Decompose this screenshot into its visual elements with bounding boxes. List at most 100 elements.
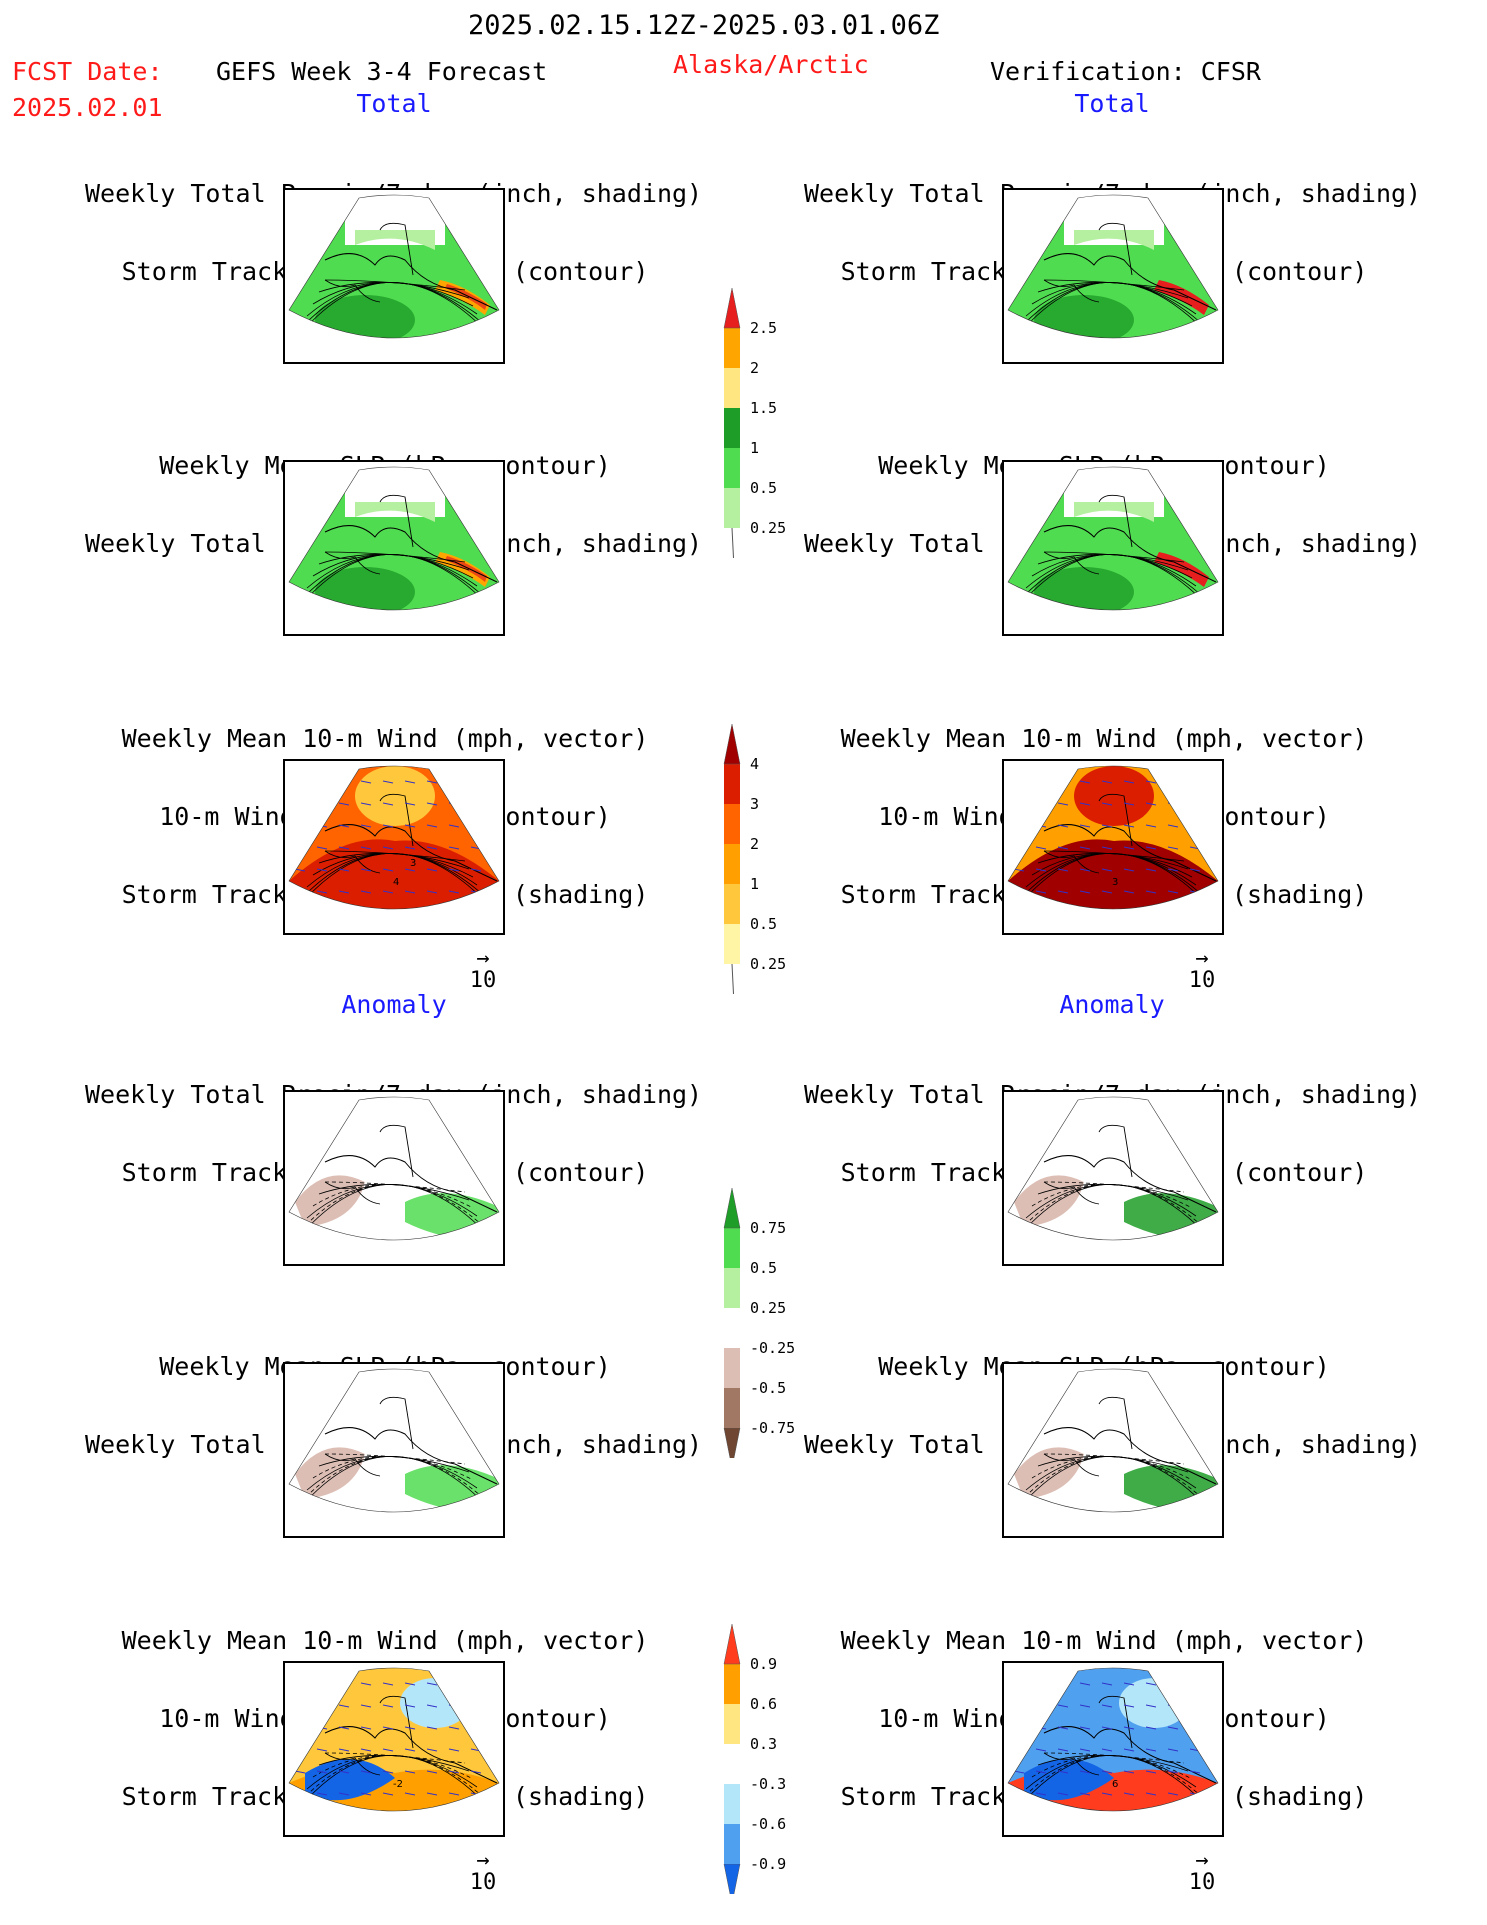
wind-vector <box>405 1815 415 1817</box>
contour-label: 4 <box>393 877 399 888</box>
colorbar-swatches <box>723 287 741 558</box>
wind-vector <box>426 1726 438 1730</box>
contour-line <box>324 551 466 563</box>
colorbar-tick-label: -0.25 <box>750 1339 796 1357</box>
coastline <box>1043 824 1217 882</box>
map-fcst-total-precip <box>283 188 505 364</box>
colorbar-tick-label: -0.9 <box>750 1855 787 1873</box>
wind-vector <box>1013 846 1025 850</box>
colorbar-tick-label: 1.5 <box>750 399 778 417</box>
wind-vector <box>1057 1726 1069 1730</box>
wind-vector <box>1013 1748 1025 1752</box>
wind-vector <box>492 868 499 872</box>
wind-vector <box>360 1704 372 1708</box>
wind-vector <box>1013 868 1025 872</box>
wind-vector <box>1102 1815 1112 1817</box>
map-canvas <box>1007 466 1219 611</box>
wind-vector <box>1145 890 1157 894</box>
wind-vector <box>1035 802 1047 806</box>
wind-vector <box>294 824 306 828</box>
wind-vector <box>1189 868 1201 872</box>
colorbar-tick-label: 2 <box>750 359 760 377</box>
wind-vector <box>1123 802 1135 806</box>
wind-vector <box>1013 1704 1025 1708</box>
region-title: Alaska/Arctic <box>673 50 869 79</box>
wind-vector <box>382 1682 394 1686</box>
wind-vector <box>294 1748 306 1752</box>
wind-vector <box>1079 868 1091 872</box>
contour-line <box>1043 1752 1185 1764</box>
map-cfsr-anom-slp <box>1002 1362 1224 1538</box>
map-canvas <box>288 1368 500 1513</box>
wind-vector <box>470 868 482 872</box>
wind-vector <box>471 913 481 915</box>
title-line: Weekly Mean 10-m Wind (mph, vector) <box>840 1626 1368 1655</box>
colorbar-swatch <box>724 368 740 408</box>
wind-vector <box>1057 1748 1069 1752</box>
colorbar-tick-label: 0.5 <box>750 479 778 497</box>
colorbar-precip-anom: -0.75 -0.5 -0.25 0.25 0.5 0.75 <box>722 1168 822 1458</box>
wind-vector <box>1145 780 1157 784</box>
wind-vector <box>448 1770 460 1774</box>
wind-vector <box>360 868 372 872</box>
wind-vector <box>448 1792 460 1796</box>
wind-vector <box>1013 802 1025 806</box>
wind-vector <box>1101 890 1113 894</box>
vector-scale-value: 10 <box>469 1870 497 1895</box>
wind-vector <box>404 802 416 806</box>
wind-vector <box>1145 802 1157 806</box>
vector-scale-cfsr-total: → 10 <box>1182 946 1222 994</box>
wind-vector <box>1058 1815 1068 1817</box>
colorbar-swatch <box>724 1664 740 1704</box>
wind-vector <box>1145 1682 1157 1686</box>
wind-vector <box>1057 1704 1069 1708</box>
colorbar-precip-total: 0.25 0.5 1 1.5 2 2.5 <box>722 268 822 558</box>
vector-scale-cfsr-anom: → 10 <box>1182 1850 1222 1896</box>
wind-vector <box>338 868 350 872</box>
wind-vector <box>1079 802 1091 806</box>
colorbar-swatch <box>724 884 740 924</box>
coastline <box>1043 1427 1217 1485</box>
wind-vector <box>1211 1726 1218 1730</box>
wind-vector <box>1146 913 1156 915</box>
colorbar-tick-label: -0.3 <box>750 1775 787 1793</box>
colorbar-tick-label: 0.9 <box>750 1655 778 1673</box>
wind-vector <box>492 846 499 850</box>
wind-vector <box>382 846 394 850</box>
contour-label: 3 <box>1112 877 1118 888</box>
wind-vector <box>427 1815 437 1817</box>
wind-vector <box>426 1748 438 1752</box>
wind-vector <box>1123 1792 1135 1796</box>
wind-vector <box>1058 913 1068 915</box>
colorbar-swatch <box>724 1388 740 1428</box>
coastline <box>324 1427 498 1485</box>
arrow-right-icon: → <box>1195 946 1209 971</box>
wind-vector <box>382 1726 394 1730</box>
wind-vector <box>1124 1815 1134 1817</box>
wind-vector <box>1079 846 1091 850</box>
colorbar-swatch <box>723 1427 741 1458</box>
wind-vector <box>1145 824 1157 828</box>
map-cfsr-anom-wind: 6 <box>1002 1661 1224 1837</box>
wind-vector <box>1013 1770 1025 1774</box>
colorbar-swatch <box>724 804 740 844</box>
wind-vector <box>1035 780 1047 784</box>
wind-vector <box>1013 1726 1025 1730</box>
wind-vector <box>360 1770 372 1774</box>
wind-vector <box>339 913 349 915</box>
wind-vector <box>471 1815 481 1817</box>
wind-vector <box>338 1748 350 1752</box>
wind-vector <box>1145 1770 1157 1774</box>
wind-vector <box>493 913 503 915</box>
wind-vector <box>1014 913 1024 915</box>
colorbar-swatch <box>724 448 740 488</box>
wind-vector <box>316 1770 328 1774</box>
wind-vector <box>1080 1815 1090 1817</box>
coastline <box>1043 253 1217 311</box>
wind-vector <box>1211 824 1218 828</box>
wind-vector <box>1057 868 1069 872</box>
wind-vector <box>360 1682 372 1686</box>
wind-vector <box>404 1792 416 1796</box>
wind-vector <box>338 1726 350 1730</box>
